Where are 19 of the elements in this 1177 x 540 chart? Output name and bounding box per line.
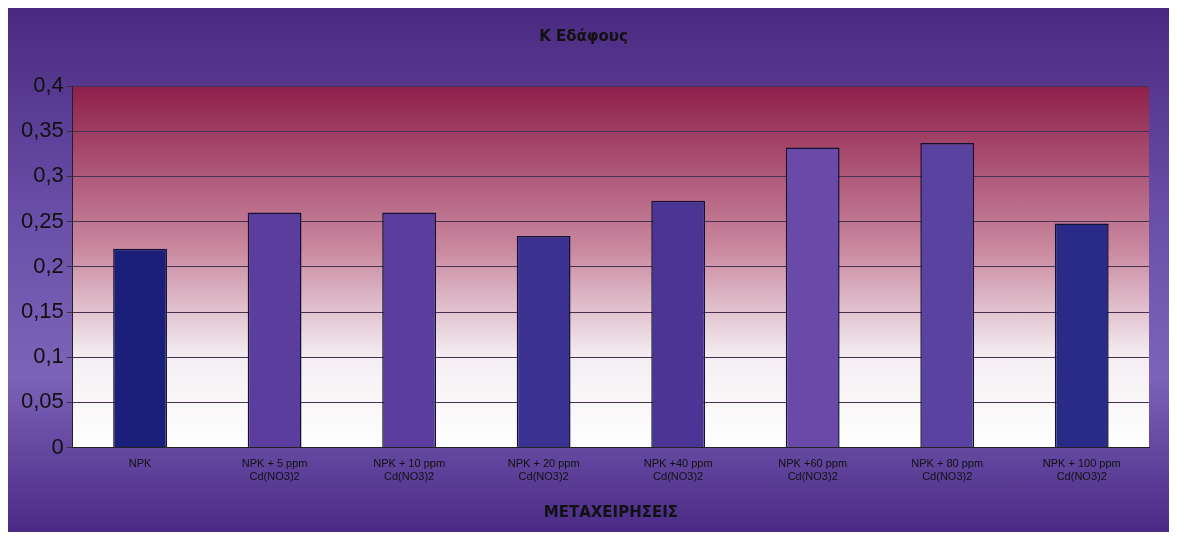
- y-tick-label: 0,25: [20, 207, 64, 233]
- x-tick-label: NPK + 20 ppm Cd(NO3)2: [507, 457, 580, 483]
- x-tick-label: NPK +60 ppm Cd(NO3)2: [778, 457, 848, 483]
- y-tick-label: 0,4: [33, 72, 64, 98]
- y-tick-label: 0,15: [20, 298, 64, 324]
- y-tick-label: 0: [51, 433, 64, 459]
- y-tick-label: 0,2: [33, 252, 64, 278]
- x-axis-title: ΜΕΤΑΧΕΙΡΗΣΕΙΣ: [543, 502, 679, 521]
- chart-title: Κ Εδάφους: [539, 26, 628, 45]
- y-tick-label: 0,1: [33, 343, 64, 369]
- y-tick-label: 0,35: [20, 117, 64, 143]
- x-tick-label: NPK + 10 ppm Cd(NO3)2: [373, 457, 446, 483]
- y-tick-label: 0,05: [20, 388, 64, 414]
- x-tick-label: NPK + 5 ppm Cd(NO3)2: [241, 457, 308, 483]
- x-tick-label: NPK + 80 ppm Cd(NO3)2: [911, 457, 984, 483]
- x-tick-label: NPK + 100 ppm Cd(NO3)2: [1042, 457, 1121, 483]
- x-tick-label: NPK: [128, 457, 153, 470]
- x-tick-label: NPK +40 ppm Cd(NO3)2: [643, 457, 713, 483]
- y-tick-label: 0,3: [33, 162, 64, 188]
